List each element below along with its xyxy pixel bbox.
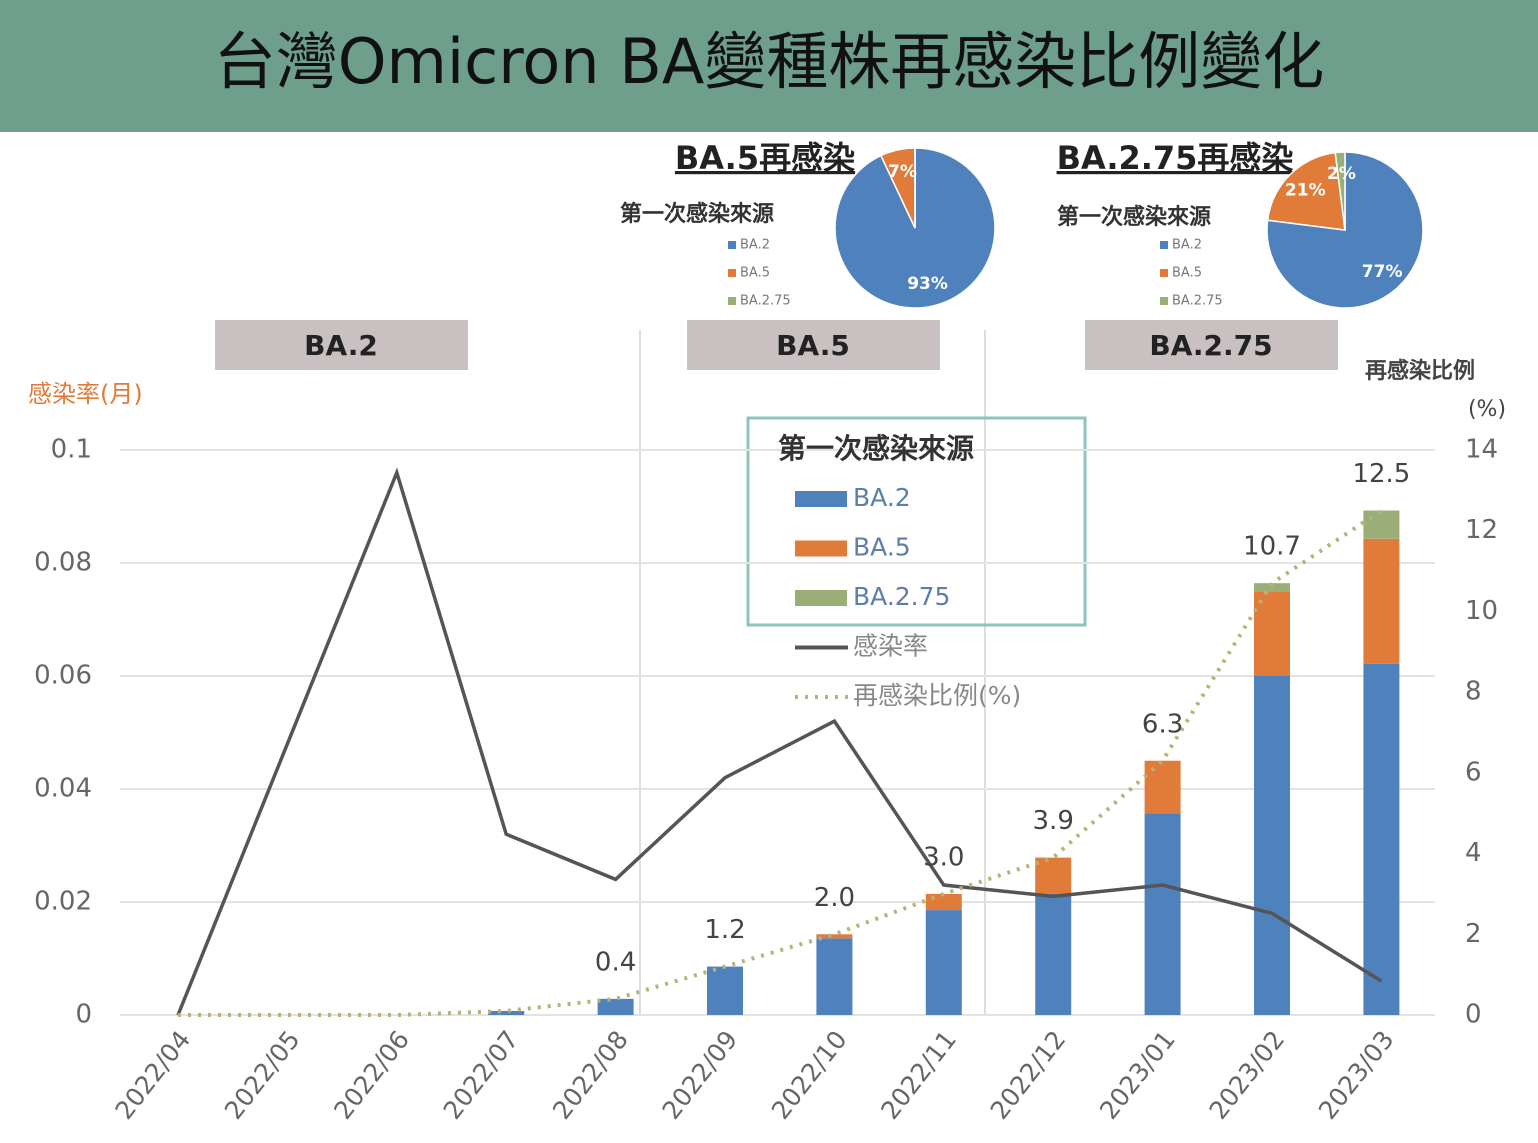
bar-segment — [816, 934, 853, 939]
legend-label: 感染率 — [853, 632, 928, 661]
phase-label: BA.2 — [304, 329, 378, 362]
y2-axis-unit: (%) — [1468, 397, 1506, 422]
legend-title: 第一次感染來源 — [778, 432, 974, 465]
x-tick-label: 2022/09 — [656, 1025, 743, 1125]
bar-segment — [925, 910, 962, 1015]
bar-segment — [1363, 663, 1400, 1015]
pie-title: BA.5再感染 — [675, 139, 855, 177]
bar-segment — [707, 966, 743, 1015]
legend-swatch — [795, 590, 847, 606]
x-tick-label: 2023/01 — [1094, 1025, 1181, 1125]
phase-banner — [687, 320, 940, 370]
title-bar — [0, 0, 1538, 132]
pie-slice — [1334, 151, 1346, 231]
y2-tick-label: 14 — [1465, 435, 1498, 465]
pie-label: 2% — [1327, 164, 1356, 184]
bar-segment — [488, 1010, 525, 1015]
x-tick-label: 2023/02 — [1203, 1025, 1290, 1125]
x-tick-label: 2022/08 — [547, 1025, 634, 1125]
y2-tick-label: 8 — [1465, 677, 1482, 707]
x-tick-label: 2022/11 — [875, 1025, 962, 1125]
bar-segment — [1144, 813, 1181, 1015]
y-tick-label: 0.02 — [34, 887, 92, 917]
pie-label: 93% — [907, 274, 948, 294]
y2-axis-label: 再感染比例 — [1365, 358, 1475, 384]
pie-legend-swatch — [728, 297, 736, 305]
data-label: 3.9 — [1033, 806, 1074, 836]
y2-tick-label: 12 — [1465, 515, 1498, 545]
x-tick-label: 2022/12 — [985, 1025, 1072, 1125]
x-tick-label: 2023/03 — [1313, 1025, 1400, 1125]
pie-label: 21% — [1285, 180, 1326, 200]
legend-label: BA.5 — [853, 533, 911, 562]
phase-label: BA.2.75 — [1149, 329, 1272, 362]
pie-legend-label: BA.2.75 — [740, 294, 791, 309]
pie-legend-label: BA.2 — [1172, 238, 1202, 253]
reinfection-line — [178, 508, 1383, 1017]
pie-legend-label: BA.2 — [740, 238, 770, 253]
data-label: 10.7 — [1243, 532, 1301, 562]
y-tick-label: 0.1 — [51, 435, 92, 465]
pie-legend-swatch — [1160, 269, 1168, 277]
bar-segment — [597, 998, 634, 1015]
data-label: 2.0 — [814, 883, 855, 913]
bar-segment — [1035, 893, 1072, 1015]
x-tick-label: 2022/07 — [438, 1025, 525, 1125]
infection-line — [176, 467, 1383, 1016]
bar-segment — [1363, 538, 1400, 664]
data-label: 0.4 — [595, 947, 636, 977]
pie-legend-title: 第一次感染來源 — [1057, 204, 1211, 230]
y2-tick-label: 6 — [1465, 757, 1482, 787]
bar-segment — [925, 893, 962, 911]
bar-segment — [1363, 510, 1400, 539]
y-tick-label: 0.04 — [34, 774, 92, 804]
bar-segment — [1144, 760, 1181, 814]
phase-banner — [1085, 320, 1338, 370]
y2-tick-label: 0 — [1465, 1000, 1482, 1030]
pie-legend-swatch — [1160, 297, 1168, 305]
legend-swatch — [795, 540, 847, 557]
pie-legend-label: BA.5 — [1172, 266, 1202, 281]
legend-swatch — [795, 491, 847, 507]
pie-legend-label: BA.2.75 — [1172, 294, 1223, 309]
bar-segment — [1254, 676, 1290, 1015]
y-tick-label: 0.08 — [34, 548, 92, 578]
pie-legend-label: BA.5 — [740, 266, 770, 281]
pie-slice — [1266, 151, 1346, 231]
y2-tick-label: 10 — [1465, 596, 1498, 626]
pie-label: 7% — [888, 162, 917, 182]
pie-title: BA.2.75再感染 — [1057, 139, 1294, 177]
y-tick-label: 0 — [75, 1000, 92, 1030]
data-label: 3.0 — [923, 842, 964, 872]
y-axis-label: 感染率(月) — [28, 380, 143, 408]
phase-banner — [215, 320, 468, 370]
bar-segment — [1254, 591, 1290, 676]
data-label: 12.5 — [1352, 459, 1410, 489]
y2-tick-label: 2 — [1465, 919, 1482, 949]
slide-title: 台灣Omicron BA變種株再感染比例變化 — [214, 25, 1325, 98]
pie-legend-swatch — [728, 269, 736, 277]
data-label: 6.3 — [1142, 709, 1183, 739]
pie-legend-swatch — [1160, 241, 1168, 249]
legend-label: BA.2.75 — [853, 582, 950, 611]
pie-label: 77% — [1362, 262, 1403, 282]
x-tick-label: 2022/10 — [766, 1025, 853, 1125]
y2-tick-label: 4 — [1465, 838, 1482, 868]
pie-legend-swatch — [728, 241, 736, 249]
bar-segment — [1254, 583, 1290, 592]
bar-segment — [1035, 857, 1072, 894]
legend-box — [746, 416, 1087, 627]
legend-label: 再感染比例(%) — [853, 681, 1021, 710]
legend-label: BA.2 — [853, 483, 911, 512]
data-label: 1.2 — [704, 915, 745, 945]
x-tick-label: 2022/04 — [109, 1025, 196, 1125]
phase-label: BA.5 — [776, 329, 850, 362]
x-tick-label: 2022/05 — [219, 1025, 306, 1125]
x-tick-label: 2022/06 — [328, 1025, 415, 1125]
bar-segment — [816, 938, 853, 1015]
y-tick-label: 0.06 — [34, 661, 92, 691]
pie-legend-title: 第一次感染來源 — [620, 201, 774, 227]
